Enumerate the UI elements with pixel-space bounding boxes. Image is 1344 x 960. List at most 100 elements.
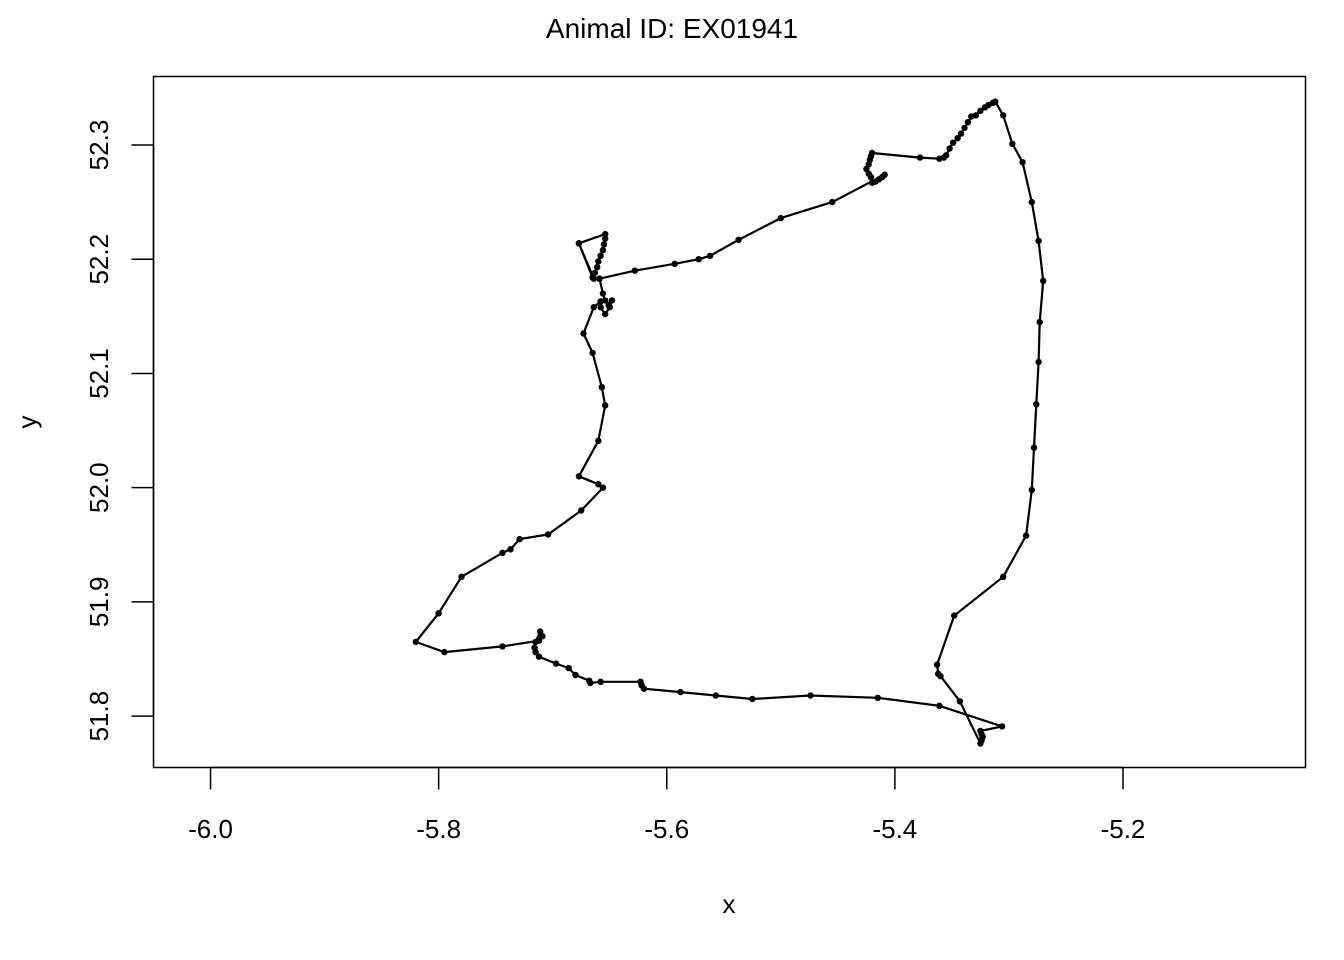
data-point	[578, 507, 585, 514]
data-point	[749, 695, 756, 703]
data-point	[599, 484, 607, 491]
data-point	[735, 236, 742, 243]
data-point	[599, 246, 607, 254]
x-tick-label: -5.4	[872, 814, 917, 844]
data-point	[595, 258, 602, 265]
y-tick-label: 51.9	[84, 577, 114, 628]
data-point	[1028, 198, 1036, 206]
data-point	[957, 130, 965, 137]
data-point	[640, 685, 648, 692]
data-point	[961, 124, 968, 132]
data-point	[829, 198, 836, 206]
data-point	[1035, 237, 1042, 245]
data-point	[631, 267, 638, 274]
data-point	[977, 107, 984, 115]
data-point	[535, 653, 543, 660]
data-point	[412, 638, 419, 646]
data-point	[597, 678, 604, 685]
data-point	[597, 304, 604, 311]
chart-title: Animal ID: EX01941	[546, 13, 798, 44]
data-point	[1040, 277, 1047, 285]
data-point	[458, 573, 465, 580]
y-tick-label: 52.1	[84, 348, 114, 399]
data-point	[1000, 573, 1007, 580]
y-tick-label: 51.8	[84, 691, 114, 742]
data-point	[599, 290, 607, 297]
data-point	[597, 298, 604, 305]
data-point	[998, 723, 1006, 730]
y-axis: 51.8 51.9 52.0 52.1 52.2 52.3	[84, 120, 155, 742]
data-point	[598, 384, 605, 391]
series-layer	[412, 98, 1047, 747]
data-point	[590, 275, 597, 282]
data-point	[977, 740, 984, 747]
data-point	[671, 260, 678, 267]
data-point	[600, 241, 608, 248]
data-point	[777, 214, 784, 222]
data-point	[499, 549, 506, 556]
y-tick-label: 52.0	[84, 462, 114, 513]
data-point	[435, 610, 442, 617]
data-point	[580, 330, 587, 337]
data-point	[552, 660, 560, 667]
data-point	[602, 235, 609, 242]
data-point	[589, 349, 596, 357]
data-point	[677, 688, 684, 696]
data-point	[587, 679, 594, 687]
data-point	[595, 481, 602, 488]
data-point	[441, 648, 448, 656]
data-point	[949, 139, 957, 146]
data-point	[936, 155, 943, 162]
data-point	[964, 119, 972, 126]
data-point	[874, 694, 881, 701]
data-point	[595, 437, 602, 444]
data-point	[954, 135, 961, 142]
trajectory-line	[414, 100, 1045, 745]
data-point	[1028, 486, 1036, 494]
data-point	[537, 628, 544, 635]
data-point	[565, 664, 572, 672]
data-point	[597, 252, 604, 259]
data-point	[575, 240, 583, 247]
data-point	[544, 531, 552, 538]
data-point	[1022, 532, 1030, 539]
data-point	[602, 402, 609, 409]
data-point	[956, 698, 964, 705]
data-point	[1000, 112, 1007, 119]
data-point	[1009, 140, 1016, 148]
data-point	[1019, 159, 1026, 166]
data-point	[516, 535, 523, 543]
data-point	[981, 104, 989, 111]
data-point	[712, 692, 719, 699]
data-point	[1033, 401, 1040, 408]
x-axis-label: x	[723, 889, 736, 919]
data-point	[1030, 444, 1038, 451]
x-tick-label: -5.6	[644, 814, 689, 844]
data-point	[706, 252, 714, 259]
x-axis: -6.0 -5.8 -5.6 -5.4 -5.2	[188, 766, 1145, 844]
y-axis-label: y	[12, 416, 42, 429]
y-tick-label: 52.3	[84, 120, 114, 171]
data-point	[1035, 358, 1042, 366]
data-point	[867, 173, 875, 181]
data-point	[532, 648, 539, 656]
data-point	[507, 546, 514, 553]
plot-frame	[152, 75, 1307, 769]
data-point	[935, 670, 942, 677]
data-point	[575, 473, 583, 480]
data-point	[499, 643, 506, 650]
data-point	[968, 113, 975, 120]
data-point	[936, 702, 943, 709]
data-point	[596, 275, 603, 282]
x-tick-label: -6.0	[188, 814, 233, 844]
data-point	[951, 612, 958, 619]
data-point	[608, 297, 616, 304]
data-point	[602, 230, 609, 238]
data-point	[916, 154, 924, 161]
data-point	[933, 661, 941, 668]
x-tick-label: -5.8	[416, 814, 461, 844]
data-point	[590, 304, 597, 311]
data-point	[602, 310, 609, 318]
data-point	[594, 264, 601, 271]
